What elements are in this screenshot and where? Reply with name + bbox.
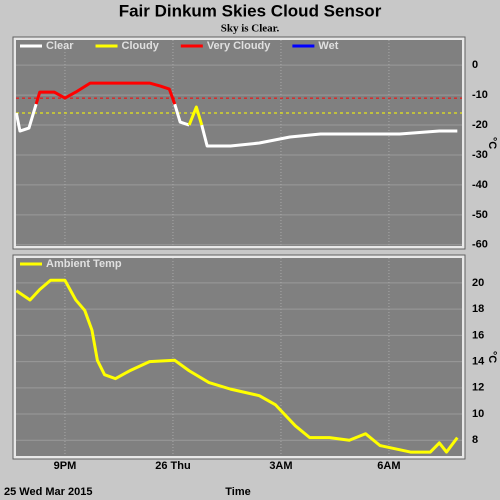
- y-tick-label: -50: [472, 209, 488, 221]
- data-line: [15, 278, 459, 454]
- x-tick-label: 3AM: [269, 460, 292, 472]
- x-tick-label: 6AM: [377, 460, 400, 472]
- y-tick-label: 16: [472, 329, 484, 341]
- y-axis-label: °C: [486, 137, 498, 149]
- legend-label: Ambient Temp: [46, 258, 122, 270]
- y-tick-label: 12: [472, 382, 484, 394]
- y-tick-label: -10: [472, 89, 488, 101]
- data-line: [14, 103, 458, 148]
- y-tick-label: 8: [472, 434, 478, 446]
- x-tick-label: 26 Thu: [155, 460, 190, 472]
- legend-label: Very Cloudy: [207, 40, 271, 52]
- y-tick-label: -60: [472, 239, 488, 251]
- data-line: [34, 81, 177, 105]
- plot-area: [16, 258, 462, 456]
- chart-title: Fair Dinkum Skies Cloud Sensor: [119, 1, 382, 20]
- y-tick-label: 0: [472, 59, 478, 71]
- x-axis-label: Time: [225, 486, 250, 498]
- y-tick-label: 10: [472, 408, 484, 420]
- chart-subtitle: Sky is Clear.: [221, 23, 280, 35]
- legend-label: Clear: [46, 40, 74, 52]
- plot-area: [16, 40, 462, 246]
- y-tick-label: 14: [472, 355, 485, 367]
- y-tick-label: -20: [472, 119, 488, 131]
- legend-label: Cloudy: [122, 40, 160, 52]
- y-tick-label: -30: [472, 149, 488, 161]
- y-tick-label: 20: [472, 277, 484, 289]
- date-label: 25 Wed Mar 2015: [4, 486, 92, 498]
- y-tick-label: 18: [472, 303, 484, 315]
- data-line: [187, 105, 204, 126]
- y-tick-label: -40: [472, 179, 488, 191]
- legend-label: Wet: [318, 40, 338, 52]
- y-axis-label: °C: [486, 351, 498, 363]
- x-tick-label: 9PM: [54, 460, 77, 472]
